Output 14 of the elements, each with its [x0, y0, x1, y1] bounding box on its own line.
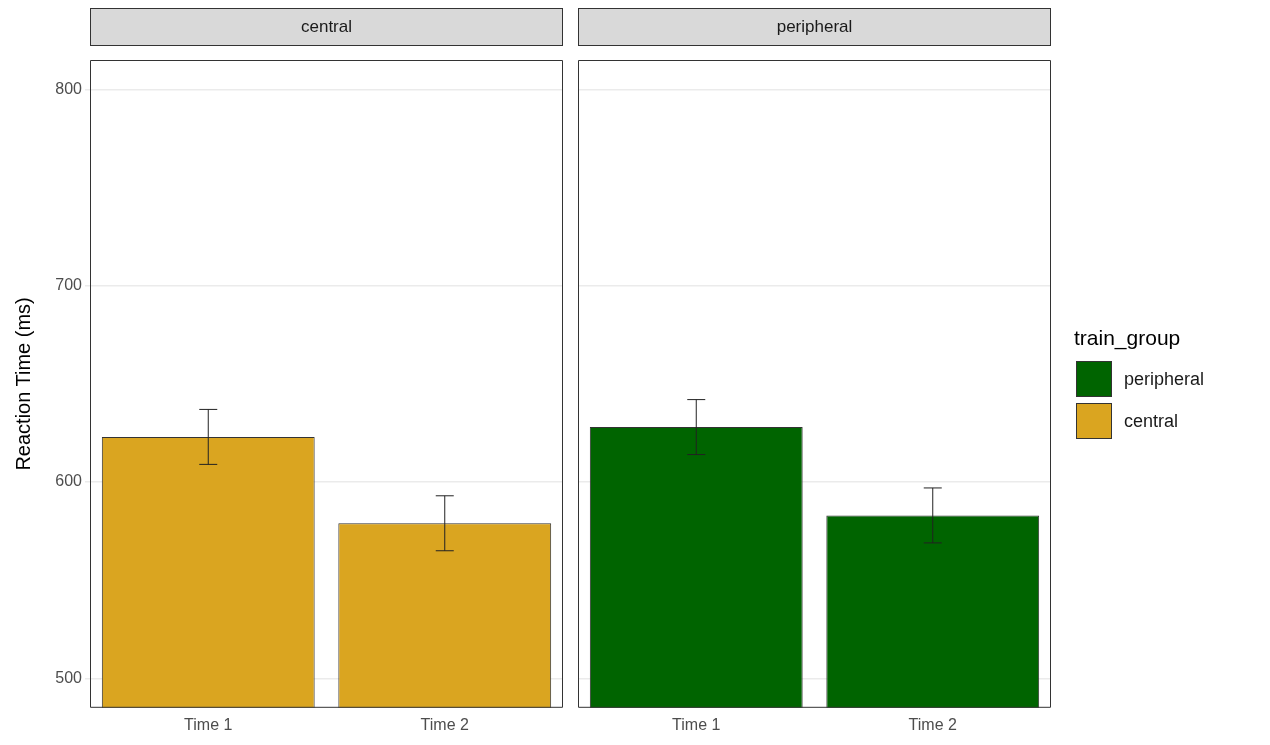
y-axis-title: Reaction Time (ms)	[11, 297, 34, 471]
x-tick-label: Time 2	[420, 715, 469, 733]
y-tick-label: 700	[55, 276, 83, 294]
legend-title: train_group	[1074, 326, 1182, 350]
x-tick-label: Time 1	[184, 715, 233, 733]
y-tick-label: 600	[55, 472, 83, 490]
x-tick-label: Time 2	[908, 715, 957, 733]
y-tick-label: 500	[55, 668, 83, 686]
x-tick-label: Time 1	[672, 715, 721, 733]
chart-title: peripheral	[578, 8, 1051, 46]
chart-title: central	[90, 8, 563, 46]
y-tick-label: 800	[55, 79, 83, 97]
legend-label: peripheral	[1124, 368, 1205, 390]
legend-label: central	[1124, 410, 1179, 432]
